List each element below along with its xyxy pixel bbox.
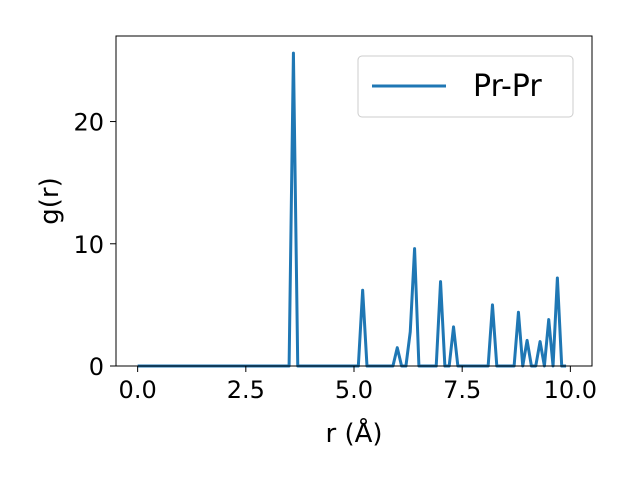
series-line-0 — [137, 51, 567, 368]
x-tick-label: 0.0 — [119, 376, 157, 404]
legend-label: Pr-Pr — [473, 69, 542, 104]
y-axis-label: g(r) — [35, 177, 65, 224]
y-tick-label: 0 — [89, 353, 104, 381]
y-tick-label: 20 — [73, 109, 104, 137]
y-axis: 0 10 20 — [73, 109, 116, 381]
x-tick-label: 2.5 — [227, 376, 265, 404]
x-axis: 0.0 2.5 5.0 7.5 10.0 — [119, 366, 597, 404]
legend: Pr-Pr — [357, 55, 574, 118]
series-layer — [137, 51, 567, 368]
x-tick-label: 10.0 — [544, 376, 597, 404]
legend-box — [357, 55, 574, 118]
x-axis-label: r (Å) — [325, 417, 382, 449]
y-tick-label: 10 — [73, 231, 104, 259]
x-tick-label: 5.0 — [335, 376, 373, 404]
x-tick-label: 7.5 — [443, 376, 481, 404]
